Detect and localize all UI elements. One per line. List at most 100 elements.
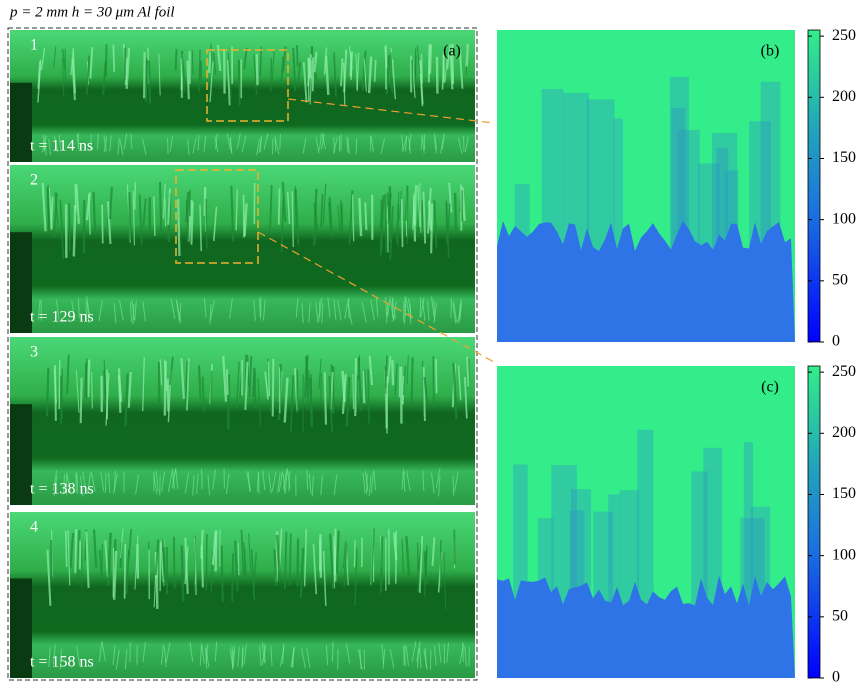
- filament: [119, 139, 124, 156]
- filament: [40, 48, 46, 71]
- filament: [176, 299, 180, 321]
- filament: [445, 203, 450, 259]
- filament: [433, 300, 436, 321]
- filament: [438, 476, 441, 497]
- filament: [406, 185, 409, 244]
- filament: [358, 197, 363, 237]
- filament: [201, 376, 206, 412]
- filament: [262, 470, 266, 491]
- filament: [86, 473, 91, 494]
- blue-region: [497, 220, 795, 342]
- filament: [134, 535, 139, 590]
- filament: [175, 468, 179, 489]
- filament: [422, 137, 425, 154]
- filament: [225, 369, 229, 395]
- panel-border: [7, 27, 478, 681]
- frame-time: t = 129 ns: [30, 309, 94, 326]
- colorbar-tick-label: 150: [832, 485, 856, 502]
- filament: [131, 299, 135, 321]
- filament: [370, 528, 375, 586]
- zoom-image: [497, 30, 795, 342]
- filament: [86, 359, 91, 398]
- filament: [269, 184, 273, 230]
- filament: [69, 532, 75, 569]
- filament: [345, 643, 351, 664]
- filament: [199, 645, 203, 666]
- filament: [163, 359, 168, 391]
- filament: [343, 543, 348, 588]
- filament: [103, 369, 106, 401]
- filament: [428, 44, 433, 74]
- filament: [283, 531, 288, 590]
- filament: [170, 298, 176, 319]
- filament: [75, 472, 77, 493]
- filament: [259, 645, 262, 666]
- filament: [198, 49, 201, 92]
- filament: [75, 369, 80, 413]
- filament: [307, 58, 312, 79]
- filament: [387, 296, 391, 317]
- colorbar-tick-label: 150: [832, 149, 856, 166]
- filament: [271, 358, 275, 417]
- filament: [363, 58, 367, 92]
- filament: [212, 206, 218, 241]
- filament: [171, 468, 177, 489]
- filament: [90, 471, 96, 492]
- filament: [184, 360, 189, 404]
- filament: [98, 300, 103, 322]
- filament: [82, 471, 87, 493]
- colorbar: [807, 29, 821, 343]
- zoom-box: [206, 49, 289, 122]
- filament: [403, 471, 406, 492]
- finger: [608, 494, 621, 678]
- filament: [411, 641, 417, 662]
- filament: [329, 533, 335, 589]
- filament: [312, 544, 318, 595]
- filament: [307, 370, 310, 410]
- filament: [282, 473, 286, 494]
- filament: [448, 182, 453, 213]
- filament: [142, 357, 145, 412]
- filament: [243, 203, 248, 237]
- filament: [133, 182, 137, 210]
- filament: [465, 43, 469, 67]
- connector: [287, 98, 495, 124]
- filament: [389, 648, 395, 669]
- filament: [253, 54, 258, 95]
- filament: [54, 136, 59, 153]
- filament: [367, 56, 373, 94]
- filament: [322, 551, 327, 607]
- filament: [282, 643, 285, 664]
- filament: [466, 356, 470, 387]
- filament: [233, 646, 236, 667]
- filament: [333, 474, 338, 496]
- filament: [236, 361, 240, 409]
- filament: [444, 57, 448, 82]
- filament: [401, 469, 405, 490]
- filament: [277, 188, 281, 225]
- filament: [427, 200, 433, 231]
- filament: [41, 136, 47, 153]
- filament: [92, 191, 97, 234]
- filament: [179, 302, 182, 324]
- filament: [89, 134, 92, 151]
- filament: [191, 50, 194, 76]
- filament: [71, 58, 76, 101]
- filament: [449, 53, 454, 90]
- filament: [414, 55, 417, 87]
- filament: [200, 545, 204, 588]
- frame-time: t = 138 ns: [30, 481, 94, 498]
- filament: [45, 367, 50, 417]
- filament: [295, 297, 299, 318]
- filament: [243, 47, 248, 70]
- filament: [130, 133, 133, 150]
- filament: [37, 300, 41, 321]
- filament: [402, 366, 407, 395]
- filament: [464, 646, 467, 667]
- filament: [422, 470, 425, 491]
- filament: [309, 60, 313, 105]
- filament: [355, 375, 358, 413]
- filament: [132, 190, 136, 246]
- filament: [210, 370, 213, 404]
- filament: [165, 642, 171, 663]
